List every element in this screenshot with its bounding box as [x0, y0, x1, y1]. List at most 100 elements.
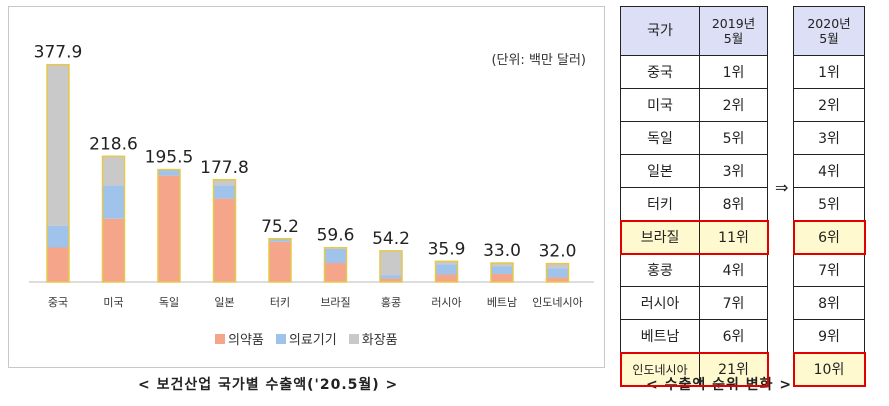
rank-2020-cell: 5위: [793, 187, 865, 221]
legend-item-device: 의료기기: [275, 329, 337, 348]
bar-outline: [268, 238, 292, 283]
bar-segment-device: [324, 248, 347, 264]
rank-row: 일본 3위: [619, 154, 768, 188]
bar-segment-pharma: [380, 278, 402, 282]
rank-row: 8위: [793, 286, 865, 320]
bar-outline: [323, 246, 348, 283]
bar-segment-pharma: [213, 198, 236, 282]
bar-segment-cosmetics: [435, 261, 458, 265]
bar-outline: [545, 262, 570, 283]
header-2019-year: 2019년: [711, 16, 756, 31]
bar-total-label: 377.9: [34, 43, 83, 63]
bar-segment-device: [380, 275, 402, 279]
rank-row: 9위: [793, 319, 865, 353]
header-2019: 2019년 5월: [699, 6, 768, 56]
rank-table-2020: 2020년 5월 1위 2위 3위 4위 5위 6위 7위 8위 9위 10위: [793, 6, 865, 386]
header-2020: 2020년 5월: [793, 6, 865, 56]
bar-segment-cosmetics: [546, 263, 569, 269]
rank-2020-cell: 7위: [793, 253, 865, 287]
rank-2020-cell: 1위: [793, 55, 865, 89]
bar-total-label: 33.0: [483, 241, 521, 261]
header-2020-year: 2020년: [807, 16, 851, 31]
category-tick-label: 일본: [214, 295, 234, 309]
rank-2019-cell: 7위: [699, 286, 768, 320]
legend-swatch-device: [275, 333, 286, 344]
category-tick-label: 터키: [270, 296, 290, 309]
bar-segment-cosmetics: [47, 64, 69, 226]
bar-outline: [490, 262, 514, 283]
bar-segment-pharma: [102, 218, 125, 282]
country-cell: 인도네시아: [619, 352, 701, 386]
country-cell: 브라질: [619, 220, 701, 254]
bar-segment-device: [435, 264, 458, 275]
rank-row: 독일 5위: [619, 121, 768, 155]
header-2020-month: 5월: [819, 31, 839, 46]
rank-row: 베트남 6위: [619, 319, 768, 353]
bar-outline: [212, 179, 237, 283]
bar-segment-cosmetics: [213, 179, 236, 186]
rank-2019-cell: 3위: [699, 154, 768, 188]
bar-segment-device: [158, 169, 180, 176]
category-tick-label: 러시아: [431, 296, 461, 309]
bar-total-label: 218.6: [89, 134, 138, 154]
rank-row: 4위: [793, 154, 865, 188]
rank-2020-cell: 3위: [793, 121, 865, 155]
header-country: 국가: [619, 6, 701, 56]
bar-segment-pharma: [158, 175, 180, 282]
bar-total-label: 177.8: [200, 158, 249, 178]
rank-2019-cell: 2위: [699, 88, 768, 122]
rank-2020-cell: 2위: [793, 88, 865, 122]
category-tick-label: 독일: [159, 295, 179, 309]
rank-row: 7위: [793, 253, 865, 287]
category-tick-label: 브라질: [320, 296, 350, 309]
rank-2020-cell: 10위: [793, 352, 865, 386]
rank-row: 1위: [793, 55, 865, 89]
bar-segment-pharma: [47, 247, 69, 282]
legend-label-device: 의료기기: [288, 333, 337, 348]
bar-segment-device: [269, 238, 291, 242]
country-cell: 베트남: [619, 319, 701, 353]
rank-2020-cell: 9위: [793, 319, 865, 353]
header-2019-month: 5월: [723, 31, 744, 46]
arrow-icon: ⇒: [775, 178, 789, 197]
rank-2019-cell: 11위: [699, 220, 768, 254]
country-cell: 일본: [619, 154, 701, 188]
legend-item-pharma: 의약품: [215, 329, 264, 348]
bar-segment-pharma: [269, 241, 291, 282]
rank-2019-cell: 4위: [699, 253, 768, 287]
rank-row: 중국 1위: [619, 55, 768, 89]
bar-outline: [157, 168, 181, 283]
rank-2019-cell: 1위: [699, 55, 768, 89]
rank-row: 10위: [793, 352, 865, 386]
rank-2020-cell: 4위: [793, 154, 865, 188]
category-tick-label: 베트남: [487, 296, 517, 309]
legend-label-cosmetics: 화장품: [361, 333, 398, 348]
bar-outline: [46, 63, 70, 283]
rank-2019-cell: 8위: [699, 187, 768, 221]
rank-table-2019: 국가 2019년 5월 중국 1위 미국 2위 독일 5위 일본 3위 터키 8위 브라질 11위 홍콩…: [619, 6, 768, 386]
bar-segment-pharma: [435, 274, 458, 282]
country-cell: 홍콩: [619, 253, 701, 287]
category-tick-label: 홍콩: [381, 295, 401, 309]
legend-swatch-cosmetics: [348, 333, 359, 344]
bar-segment-cosmetics: [380, 250, 402, 276]
bar-segment-cosmetics: [102, 156, 125, 186]
rank-2020-cell: 6위: [793, 220, 865, 254]
unit-note: (단위: 백만 달러): [491, 53, 586, 68]
bar-outline: [101, 155, 126, 283]
bar-outline: [434, 260, 459, 283]
rank-row: 홍콩 4위: [619, 253, 768, 287]
bar-total-label: 75.2: [261, 217, 299, 237]
bar-segment-cosmetics: [491, 263, 513, 267]
country-cell: 러시아: [619, 286, 701, 320]
chart-panel: 377.9 중국 218.6 미국 195.5 독일 177.8 일본 75.2 터키 59.6 브라…: [8, 6, 605, 368]
bar-total-label: 35.9: [428, 239, 466, 259]
legend-item-cosmetics: 화장품: [348, 329, 398, 348]
country-cell: 독일: [619, 121, 701, 155]
rank-2019-cell: 6위: [699, 319, 768, 353]
bar-segment-device: [213, 185, 236, 199]
rank-row: 6위: [793, 220, 865, 254]
bar-segment-pharma: [546, 277, 569, 282]
legend-label-pharma: 의약품: [228, 333, 264, 348]
rank-caption: < 수출액 순위 변화 >: [646, 377, 793, 393]
